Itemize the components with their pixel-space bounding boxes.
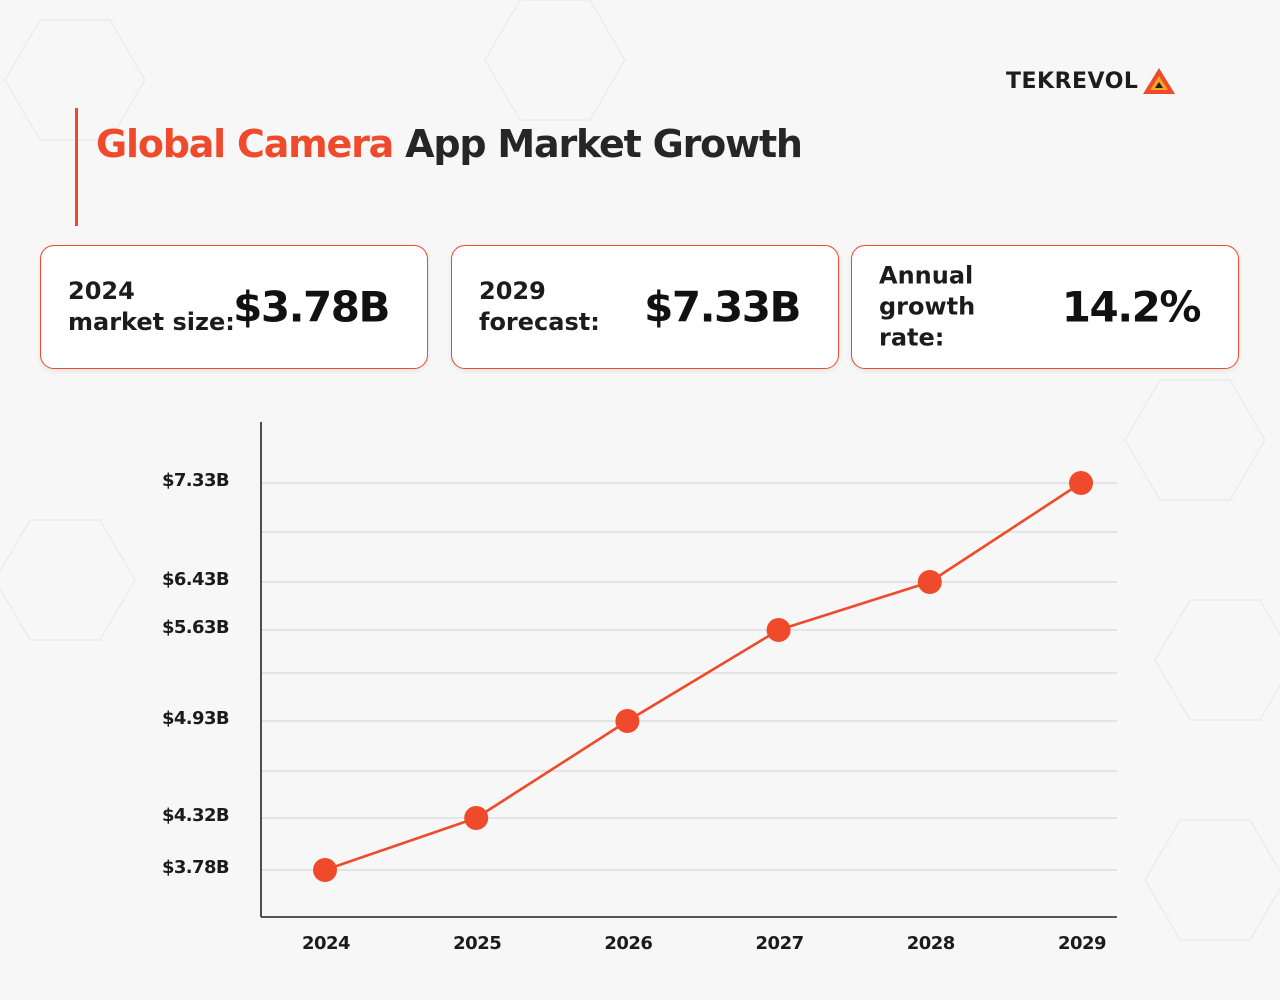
page-title: Global Camera App Market Growth xyxy=(96,118,803,170)
title-rest: App Market Growth xyxy=(405,122,803,166)
data-point xyxy=(1069,471,1093,495)
y-tick-label: $6.43B xyxy=(162,569,229,590)
y-tick-label: $5.63B xyxy=(162,617,229,638)
title-highlight: Global Camera xyxy=(96,122,394,166)
x-tick-label: 2028 xyxy=(907,933,955,954)
data-point xyxy=(917,570,942,594)
brand-name: TEKREVOL xyxy=(1006,68,1139,94)
data-point xyxy=(615,709,640,733)
x-tick-label: 2027 xyxy=(756,933,804,954)
x-tick-label: 2025 xyxy=(453,933,501,954)
stat-card-label: 2029 forecast: xyxy=(479,277,600,336)
stat-card-value: $3.78B xyxy=(233,282,390,332)
stat-card-label: 2024 market size: xyxy=(68,277,235,336)
stat-card-label: Annual growth rate: xyxy=(879,261,976,352)
y-tick-label: $4.93B xyxy=(162,708,229,729)
x-tick-label: 2024 xyxy=(302,933,350,954)
series-line xyxy=(324,481,1082,872)
y-tick-label: $7.33B xyxy=(162,470,229,491)
data-point xyxy=(766,618,791,642)
stat-card-value: $7.33B xyxy=(644,282,801,332)
brand-logo: TEKREVOL xyxy=(1006,66,1177,96)
data-point xyxy=(313,858,337,882)
stat-card-growth-rate: Annual growth rate: 14.2% xyxy=(851,245,1239,369)
x-tick-label: 2029 xyxy=(1058,933,1106,954)
y-tick-label: $4.32B xyxy=(162,805,229,826)
stat-card-value: 14.2% xyxy=(1061,282,1202,332)
triangle-logo-icon xyxy=(1143,68,1176,94)
y-tick-label: $3.78B xyxy=(162,857,229,878)
stat-card-market-size: 2024 market size: $3.78B xyxy=(40,245,428,369)
title-accent-bar xyxy=(75,108,78,226)
x-tick-label: 2026 xyxy=(604,933,652,954)
stat-card-forecast: 2029 forecast: $7.33B xyxy=(451,245,839,369)
data-point xyxy=(464,806,489,830)
